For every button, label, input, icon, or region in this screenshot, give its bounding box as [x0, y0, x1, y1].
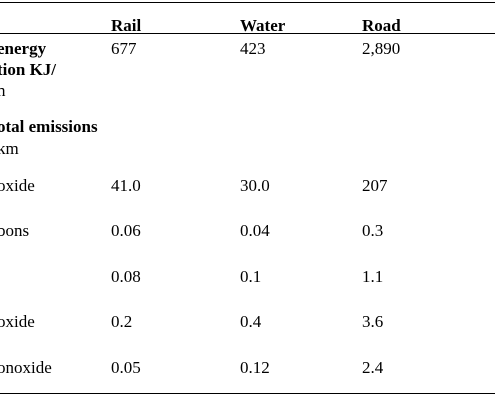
row-2-label: bons	[0, 221, 30, 240]
table-top-rule	[0, 2, 495, 3]
row-3-rail-value: 0.08	[111, 267, 141, 286]
row-5-rail-value: 0.05	[111, 358, 141, 377]
row-3-water-value: 0.1	[240, 267, 262, 286]
header-water: Water	[240, 16, 286, 35]
row-3-road-value: 1.1	[362, 267, 384, 286]
section-heading-line1: otal emissions	[0, 117, 98, 136]
energy-label-line1: energy	[0, 39, 47, 58]
energy-label-line3: n	[0, 81, 6, 100]
row-5-water-value: 0.12	[240, 358, 270, 377]
header-rule	[0, 33, 495, 34]
row-1-water-value: 30.0	[240, 176, 270, 195]
energy-rail-value: 677	[111, 39, 137, 58]
row-4-rail-value: 0.2	[111, 312, 133, 331]
header-road: Road	[362, 16, 401, 35]
row-2-water-value: 0.04	[240, 221, 270, 240]
section-heading-line2: km	[0, 139, 19, 158]
row-5-road-value: 2.4	[362, 358, 384, 377]
energy-road-value: 2,890	[362, 39, 401, 58]
energy-water-value: 423	[240, 39, 266, 58]
row-1-road-value: 207	[362, 176, 388, 195]
row-1-rail-value: 41.0	[111, 176, 141, 195]
table-bottom-rule	[0, 393, 495, 394]
energy-label-line2: tion KJ/	[0, 60, 57, 79]
row-4-road-value: 3.6	[362, 312, 384, 331]
row-1-label: oxide	[0, 176, 35, 195]
row-2-road-value: 0.3	[362, 221, 384, 240]
row-4-label: oxide	[0, 312, 35, 331]
header-rail: Rail	[111, 16, 142, 35]
row-2-rail-value: 0.06	[111, 221, 141, 240]
row-4-water-value: 0.4	[240, 312, 262, 331]
row-5-label: onoxide	[0, 358, 52, 377]
